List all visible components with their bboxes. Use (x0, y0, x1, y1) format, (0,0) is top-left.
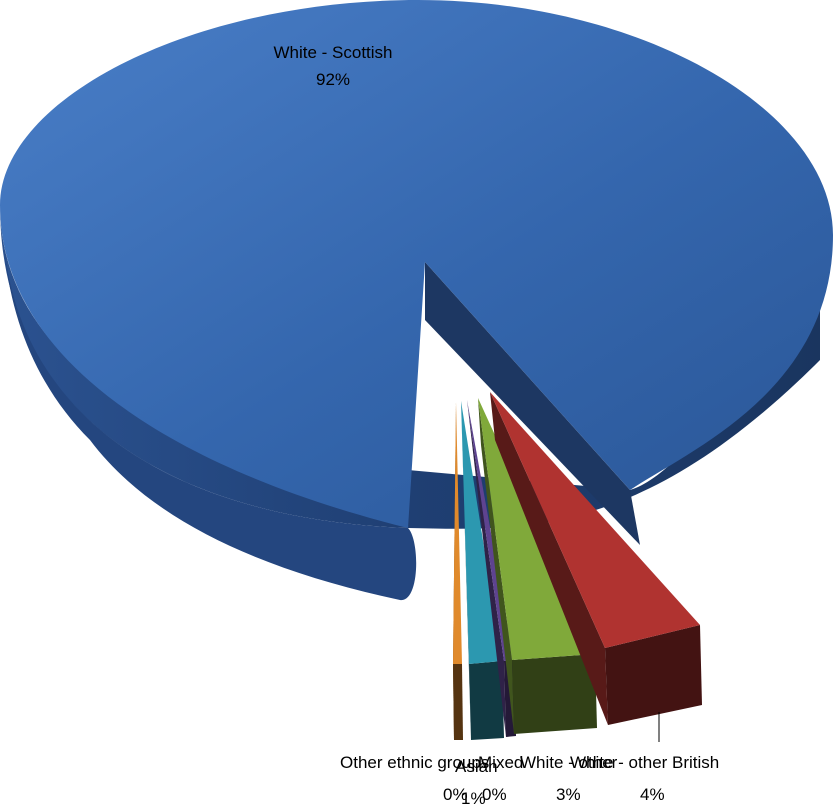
slice-mixed-inner (467, 400, 506, 737)
label-asian-value: 1% (461, 789, 486, 806)
label-asian-name: Asian (455, 757, 498, 776)
slice-asian-side (469, 661, 504, 740)
label-white-other-name: White - other (520, 753, 618, 772)
slice-white-other-british-inner (490, 392, 608, 725)
slice-white-other-british (490, 392, 702, 725)
slice-white-scottish-top (0, 0, 833, 528)
slice-other-ethnic-groups (453, 402, 463, 740)
data-labels: White - Scottish 92% Other ethnic groups… (273, 43, 719, 806)
slice-other-ethnic-groups-top (453, 402, 462, 664)
slice-other-ethnic-groups-side (453, 664, 463, 740)
label-other-ethnic-value: 0% (443, 785, 468, 804)
label-white-other-british-value: 4% (640, 785, 665, 804)
label-mixed-value: 0% (482, 785, 507, 804)
label-white-scottish-value: 92% (316, 70, 350, 89)
label-white-other-british-name: White - other British (570, 753, 719, 772)
slice-asian-inner (461, 401, 471, 740)
small-slices (453, 392, 702, 740)
label-white-scottish-name: White - Scottish (273, 43, 392, 62)
label-mixed-name: Mixed (478, 753, 523, 772)
slice-white-other-side (512, 654, 597, 734)
slice-white-other-inner (478, 398, 514, 734)
slice-white-scottish-side-lower (1, 205, 417, 601)
slice-white-other-british-top (490, 392, 700, 648)
slice-white-other-british-side (605, 625, 702, 725)
label-other-ethnic-name: Other ethnic groups (340, 753, 489, 772)
slice-white-scottish-wedge (425, 262, 640, 545)
label-white-other-value: 3% (556, 785, 581, 804)
slice-white-scottish (0, 0, 833, 601)
